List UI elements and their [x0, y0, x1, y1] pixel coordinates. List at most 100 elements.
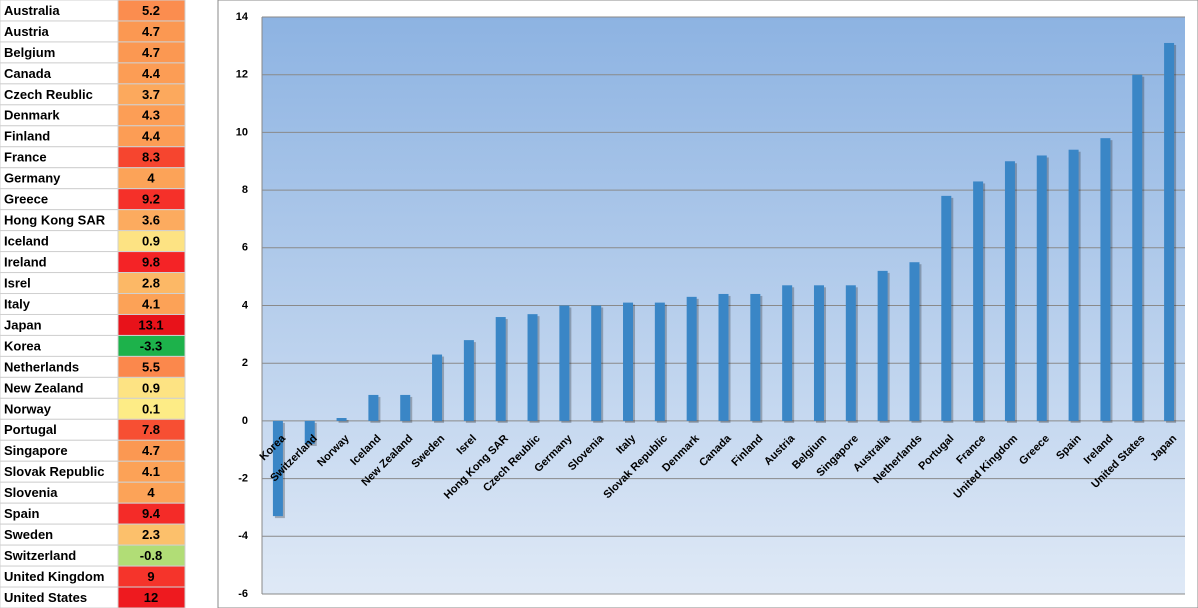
bar	[1004, 161, 1015, 421]
country-name: Norway	[4, 401, 52, 416]
bar	[400, 394, 411, 421]
bar	[336, 418, 347, 421]
bar	[495, 317, 506, 421]
country-name: Japan	[4, 317, 42, 332]
country-name: Netherlands	[4, 359, 79, 374]
bar	[782, 285, 793, 421]
country-value: 0.9	[142, 234, 160, 249]
country-name: Singapore	[4, 443, 68, 458]
y-tick-label: 14	[236, 11, 249, 23]
country-name: Spain	[4, 506, 39, 521]
bar	[813, 285, 824, 421]
bar	[1036, 155, 1047, 421]
bar	[559, 305, 570, 421]
country-value: 3.7	[142, 87, 160, 102]
y-tick-label: 10	[236, 126, 248, 138]
country-value: 13.1	[138, 317, 163, 332]
country-value: 4.1	[142, 296, 160, 311]
bar	[272, 420, 283, 517]
bar	[623, 302, 634, 421]
country-value: 4.1	[142, 464, 160, 479]
bar	[845, 285, 856, 421]
bar	[654, 302, 665, 421]
y-tick-label: 12	[236, 69, 248, 81]
country-value: 4	[147, 171, 155, 186]
country-name: Italy	[4, 296, 31, 311]
country-name: Australia	[4, 3, 60, 18]
country-name: United Kingdom	[4, 569, 104, 584]
y-tick-label: 6	[242, 242, 248, 254]
country-name: Czech Reublic	[4, 87, 93, 102]
bar	[1164, 42, 1175, 421]
bar	[877, 270, 888, 421]
country-value: 9.4	[142, 506, 161, 521]
country-name: Slovak Republic	[4, 464, 104, 479]
bar	[750, 293, 761, 421]
country-value: 9.8	[142, 255, 160, 270]
bar	[432, 354, 443, 421]
country-value: 5.5	[142, 359, 160, 374]
country-name: Canada	[4, 66, 52, 81]
y-tick-label: 4	[242, 299, 249, 311]
country-name: Austria	[4, 24, 50, 39]
bar	[718, 293, 729, 421]
value-cell	[117, 586, 186, 608]
country-name: Germany	[4, 171, 61, 186]
y-tick-label: -4	[238, 530, 249, 542]
country-value: 4.7	[142, 45, 160, 60]
country-name: Finland	[4, 129, 50, 144]
country-name: Isrel	[4, 275, 31, 290]
country-value: 3.6	[142, 213, 160, 228]
country-name: Iceland	[4, 234, 49, 249]
country-value: 8.3	[142, 150, 160, 165]
bar	[909, 262, 920, 421]
bar	[1100, 138, 1111, 421]
country-value: 9	[147, 569, 154, 584]
bar	[941, 195, 952, 421]
country-value: 4.7	[142, 24, 160, 39]
bar	[1068, 149, 1079, 421]
country-name: Hong Kong SAR	[4, 213, 106, 228]
country-name: Ireland	[4, 255, 47, 270]
bar	[304, 420, 315, 444]
country-value: -3.3	[140, 338, 162, 353]
bar	[973, 181, 984, 421]
bar	[591, 305, 602, 421]
country-value: 0.9	[142, 380, 160, 395]
country-name: New Zealand	[4, 380, 84, 395]
country-value: 2.8	[142, 275, 160, 290]
country-value: 12	[144, 590, 158, 605]
bar	[527, 314, 538, 421]
country-name: Sweden	[4, 527, 53, 542]
country-value: 9.2	[142, 192, 160, 207]
country-value: 0.1	[142, 401, 160, 416]
country-name: France	[4, 150, 47, 165]
country-value: -0.8	[140, 548, 162, 563]
country-value: 4	[147, 485, 155, 500]
bar	[463, 340, 474, 421]
bar	[686, 296, 697, 421]
y-tick-label: 2	[242, 357, 248, 369]
y-tick-label: -6	[238, 588, 248, 600]
y-tick-label: -2	[238, 473, 248, 485]
country-name: Belgium	[4, 45, 55, 60]
country-value: 4.4	[142, 66, 161, 81]
bar	[368, 394, 379, 421]
country-name: Portugal	[4, 422, 57, 437]
country-name: Slovenia	[4, 485, 58, 500]
country-name: Greece	[4, 192, 48, 207]
country-value: 4.4	[142, 129, 161, 144]
country-value: 5.2	[142, 3, 160, 18]
bar-shadow	[338, 420, 349, 423]
country-value: 7.8	[142, 422, 160, 437]
country-name: Korea	[4, 338, 42, 353]
country-name: Denmark	[4, 108, 60, 123]
y-tick-label: 8	[242, 184, 248, 196]
country-name: Switzerland	[4, 548, 76, 563]
country-name: United States	[4, 590, 87, 605]
country-value: 2.3	[142, 527, 160, 542]
country-value: 4.3	[142, 108, 160, 123]
y-tick-label: 0	[242, 415, 248, 427]
